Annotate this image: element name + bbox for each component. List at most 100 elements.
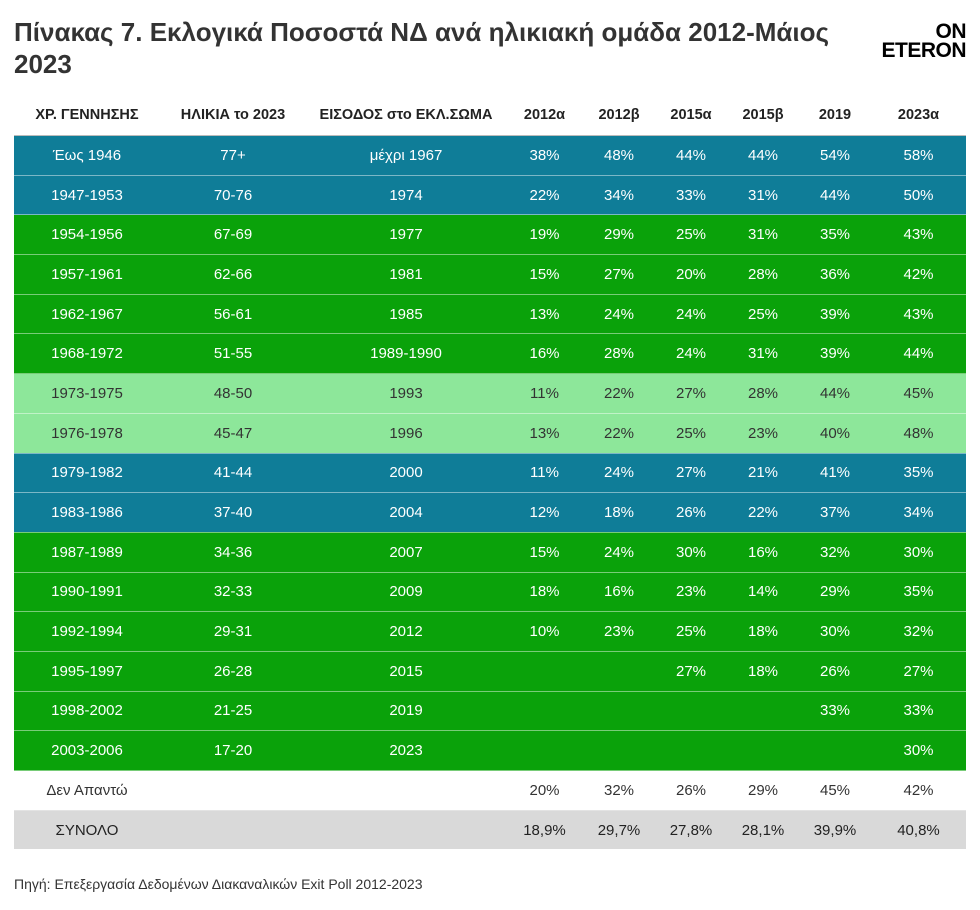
table-cell: 2015 bbox=[306, 651, 506, 692]
table-cell bbox=[583, 691, 655, 732]
brand-logo: ON ETERON bbox=[881, 20, 967, 61]
table-cell bbox=[506, 730, 583, 771]
column-header: 2019 bbox=[799, 95, 871, 136]
table-cell: 24% bbox=[655, 294, 727, 335]
table-cell: 1957-1961 bbox=[14, 254, 160, 295]
table-cell: 70-76 bbox=[160, 175, 306, 216]
column-header: 2012α bbox=[506, 95, 583, 136]
table-cell: 2023 bbox=[306, 730, 506, 771]
table-cell: 13% bbox=[506, 294, 583, 335]
table-row: 1992-1994 29-31 2012 10% 23% 25% 18% 30% 32% bbox=[14, 611, 966, 652]
table-row: 1995-1997 26-28 2015 27% 18% 26% 27% bbox=[14, 651, 966, 692]
table-row: 1979-1982 41-44 2000 11% 24% 27% 21% 41% 35% bbox=[14, 453, 966, 494]
table-cell: 24% bbox=[583, 532, 655, 573]
table-cell: 2000 bbox=[306, 453, 506, 494]
table-cell: 1983-1986 bbox=[14, 492, 160, 533]
table-cell: 31% bbox=[727, 333, 799, 375]
table-cell: 44% bbox=[655, 135, 727, 176]
table-cell: 25% bbox=[655, 611, 727, 652]
table-cell: μέχρι 1967 bbox=[306, 135, 506, 176]
table-cell: 30% bbox=[655, 532, 727, 573]
table-cell bbox=[583, 730, 655, 771]
table-cell: 21% bbox=[727, 453, 799, 494]
table-cell: 2009 bbox=[306, 572, 506, 613]
table-row: 1976-1978 45-47 1996 13% 22% 25% 23% 40% 48% bbox=[14, 413, 966, 454]
table-cell: 23% bbox=[583, 611, 655, 652]
table-cell: 2004 bbox=[306, 492, 506, 533]
table-cell: ΣΥΝΟΛΟ bbox=[14, 810, 160, 850]
table-cell bbox=[506, 691, 583, 732]
table-header-row: ΧΡ. ΓΕΝΝΗΣΗΣ ΗΛΙΚΙΑ το 2023 ΕΙΣΟΔΟΣ στο ΕΚ… bbox=[14, 95, 966, 136]
table-cell: 29-31 bbox=[160, 611, 306, 652]
table-cell: 39,9% bbox=[799, 810, 871, 850]
table-cell bbox=[799, 730, 871, 771]
table-cell: 32% bbox=[871, 611, 966, 652]
table-cell: 40% bbox=[799, 413, 871, 454]
table-cell: 44% bbox=[799, 373, 871, 414]
table-cell: 45% bbox=[871, 373, 966, 414]
table-cell: 34-36 bbox=[160, 532, 306, 573]
table-row: 1990-1991 32-33 2009 18% 16% 23% 14% 29% 35% bbox=[14, 572, 966, 613]
table-cell: 35% bbox=[871, 572, 966, 613]
table-cell: 32% bbox=[799, 532, 871, 573]
table-row: 1954-1956 67-69 1977 19% 29% 25% 31% 35% 43% bbox=[14, 214, 966, 256]
table-cell: 24% bbox=[583, 453, 655, 494]
table-body: Έως 1946 77+ μέχρι 1967 38% 48% 44% 44% 54% 58% 1… bbox=[14, 135, 966, 850]
table-cell: Δεν Απαντώ bbox=[14, 770, 160, 811]
table-cell: 24% bbox=[583, 294, 655, 335]
table-cell: 28% bbox=[727, 373, 799, 414]
table-row: 1983-1986 37-40 2004 12% 18% 26% 22% 37% 34% bbox=[14, 492, 966, 533]
table-cell: 48-50 bbox=[160, 373, 306, 414]
table-cell bbox=[655, 730, 727, 771]
table-cell: 56-61 bbox=[160, 294, 306, 335]
table-row: 1962-1967 56-61 1985 13% 24% 24% 25% 39% 43% bbox=[14, 294, 966, 335]
table-cell: 33% bbox=[655, 175, 727, 216]
table-cell: 21-25 bbox=[160, 691, 306, 732]
table-cell: 1976-1978 bbox=[14, 413, 160, 454]
table-cell: 18% bbox=[727, 651, 799, 692]
table-row: 1957-1961 62-66 1981 15% 27% 20% 28% 36% 42% bbox=[14, 254, 966, 295]
table-cell: 20% bbox=[506, 770, 583, 811]
table-cell: 44% bbox=[727, 135, 799, 176]
table-cell: 30% bbox=[871, 532, 966, 573]
column-header: 2012β bbox=[583, 95, 655, 136]
table-cell: 35% bbox=[799, 214, 871, 256]
table-row: 1947-1953 70-76 1974 22% 34% 33% 31% 44% 50% bbox=[14, 175, 966, 216]
table-cell: 39% bbox=[799, 333, 871, 375]
table-row: 1973-1975 48-50 1993 11% 22% 27% 28% 44% 45% bbox=[14, 373, 966, 414]
table-cell: 1995-1997 bbox=[14, 651, 160, 692]
age-group-vote-table: ΧΡ. ΓΕΝΝΗΣΗΣ ΗΛΙΚΙΑ το 2023 ΕΙΣΟΔΟΣ στο ΕΚ… bbox=[14, 95, 966, 850]
table-cell: 37% bbox=[799, 492, 871, 533]
table-cell: 1996 bbox=[306, 413, 506, 454]
table-cell: 51-55 bbox=[160, 333, 306, 375]
table-cell: 14% bbox=[727, 572, 799, 613]
logo-line-on: ON bbox=[935, 20, 967, 43]
table-cell: 48% bbox=[583, 135, 655, 176]
table-cell bbox=[727, 730, 799, 771]
table-cell: 32% bbox=[583, 770, 655, 811]
table-cell: 41-44 bbox=[160, 453, 306, 494]
table-cell bbox=[727, 691, 799, 732]
table-cell: 1962-1967 bbox=[14, 294, 160, 335]
table-cell: 27% bbox=[583, 254, 655, 295]
table-cell: 34% bbox=[871, 492, 966, 533]
table-row: 1998-2002 21-25 2019 33% 33% bbox=[14, 691, 966, 732]
table-cell: 1968-1972 bbox=[14, 333, 160, 375]
table-cell: 18% bbox=[583, 492, 655, 533]
table-cell: 1977 bbox=[306, 214, 506, 256]
table-cell: 24% bbox=[655, 333, 727, 375]
table-row: Έως 1946 77+ μέχρι 1967 38% 48% 44% 44% 54% 58% bbox=[14, 135, 966, 176]
table-cell: 19% bbox=[506, 214, 583, 256]
table-cell: 22% bbox=[727, 492, 799, 533]
table-cell: 15% bbox=[506, 532, 583, 573]
table-cell: 62-66 bbox=[160, 254, 306, 295]
table-cell: 2019 bbox=[306, 691, 506, 732]
table-cell: 22% bbox=[506, 175, 583, 216]
table-cell: 18% bbox=[727, 611, 799, 652]
table-cell bbox=[160, 810, 306, 850]
source-note: Πηγή: Επεξεργασία Δεδομένων Διακαναλικών… bbox=[14, 876, 423, 892]
table-cell: 41% bbox=[799, 453, 871, 494]
table-row: 1987-1989 34-36 2007 15% 24% 30% 16% 32% 30% bbox=[14, 532, 966, 573]
table-cell: 33% bbox=[799, 691, 871, 732]
